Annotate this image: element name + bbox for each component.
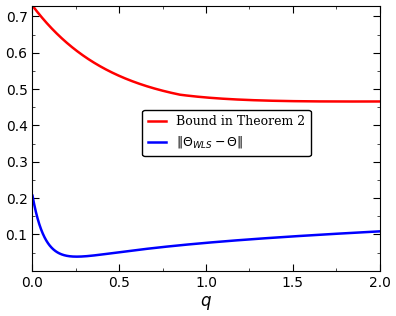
$\|\Theta_{WLS} - \Theta\|$	[90, 254, 95, 258]
Bound in Theorem 2	[333, 100, 338, 103]
Bound in Theorem 2	[178, 93, 183, 97]
Bound in Theorem 2	[70, 45, 74, 49]
Bound in Theorem 2	[352, 100, 357, 103]
$\|\Theta_{WLS} - \Theta\|$	[178, 243, 183, 247]
$\|\Theta_{WLS} - \Theta\|$	[333, 232, 338, 236]
Bound in Theorem 2	[370, 100, 375, 103]
Bound in Theorem 2	[377, 100, 382, 103]
Line: $\|\Theta_{WLS} - \Theta\|$: $\|\Theta_{WLS} - \Theta\|$	[32, 196, 379, 257]
$\|\Theta_{WLS} - \Theta\|$	[163, 245, 168, 249]
$\|\Theta_{WLS} - \Theta\|$	[370, 230, 375, 234]
X-axis label: q: q	[201, 292, 211, 310]
Line: Bound in Theorem 2: Bound in Theorem 2	[32, 6, 379, 101]
Bound in Theorem 2	[30, 4, 35, 8]
$\|\Theta_{WLS} - \Theta\|$	[30, 194, 35, 198]
$\|\Theta_{WLS} - \Theta\|$	[74, 255, 79, 258]
Bound in Theorem 2	[90, 60, 95, 64]
Legend: Bound in Theorem 2, $\|\Theta_{WLS} - \Theta\|$: Bound in Theorem 2, $\|\Theta_{WLS} - \T…	[143, 110, 310, 156]
Bound in Theorem 2	[163, 89, 168, 93]
$\|\Theta_{WLS} - \Theta\|$	[377, 229, 382, 233]
$\|\Theta_{WLS} - \Theta\|$	[70, 255, 74, 258]
